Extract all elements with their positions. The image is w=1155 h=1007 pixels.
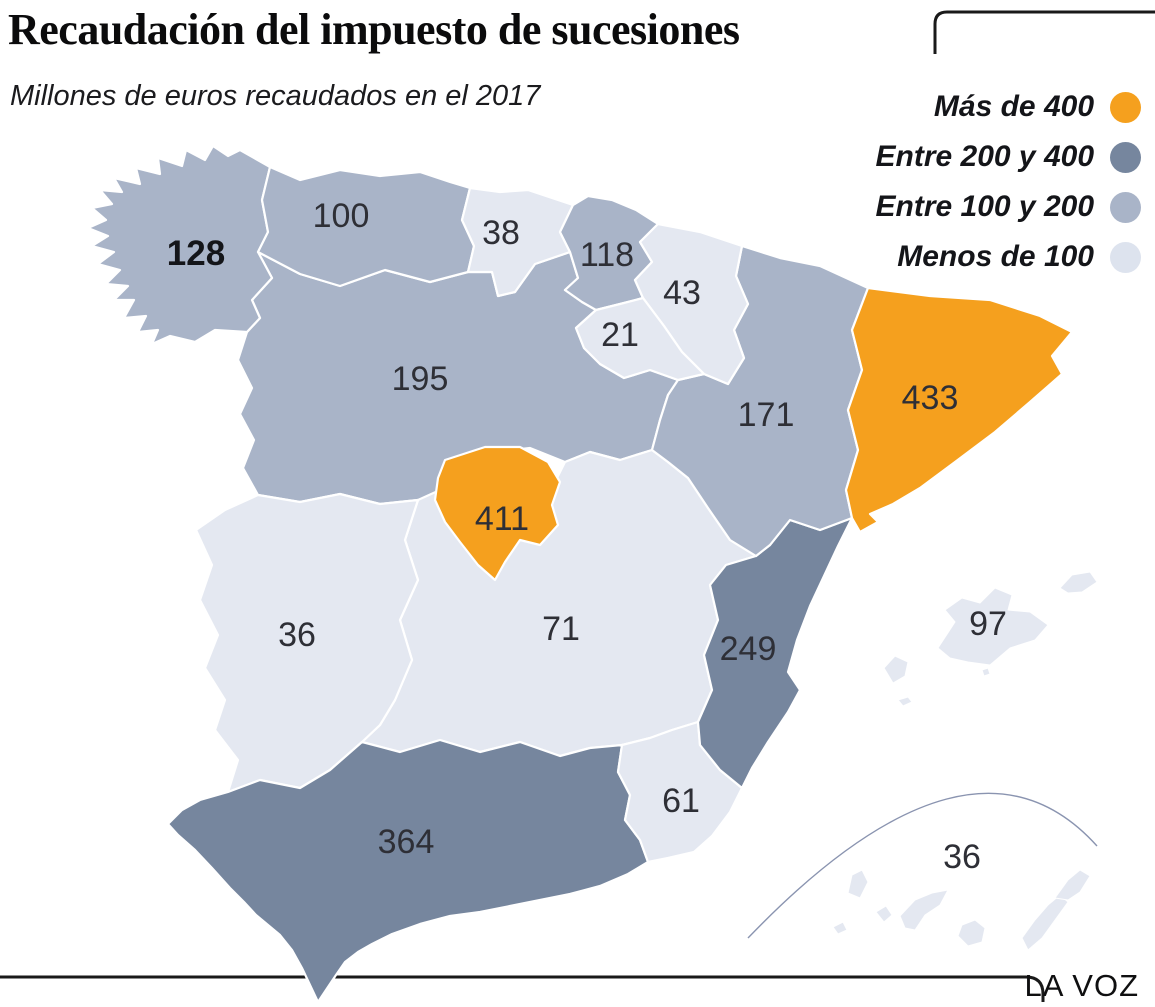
region-cantabria bbox=[460, 186, 575, 298]
legend-label: Más de 400 bbox=[933, 90, 1094, 123]
region-value-label-madrid: 411 bbox=[475, 500, 529, 538]
page-subtitle: Millones de euros recaudados en el 2017 bbox=[10, 80, 541, 112]
legend: Más de 400 Entre 200 y 400 Entre 100 y 2… bbox=[876, 82, 1141, 282]
region-la-rioja bbox=[574, 296, 706, 382]
region-value-label-galicia: 128 bbox=[167, 234, 225, 273]
region-andalucia bbox=[166, 738, 650, 1004]
region-value-label-pais-vasco: 118 bbox=[580, 236, 634, 274]
region-value-label-canarias: 36 bbox=[943, 838, 981, 876]
region-navarra bbox=[633, 222, 750, 386]
island-ibiza bbox=[883, 655, 909, 684]
legend-swatch-light bbox=[1110, 241, 1141, 273]
legend-swatch-orange bbox=[1110, 91, 1141, 123]
island-el-hierro bbox=[832, 921, 848, 935]
island-gran-canaria bbox=[957, 919, 986, 947]
legend-swatch-mid bbox=[1110, 191, 1141, 223]
legend-item-menos-de-100: Menos de 100 bbox=[876, 232, 1141, 282]
legend-item-mas-de-400: Más de 400 bbox=[876, 82, 1141, 132]
island-formentera bbox=[897, 696, 913, 707]
region-value-label-aragon: 171 bbox=[738, 396, 795, 434]
region-value-label-extremadura: 36 bbox=[278, 616, 316, 654]
region-cataluna bbox=[844, 286, 1074, 534]
island-tenerife bbox=[899, 889, 949, 931]
source-credit: LA VOZ bbox=[1024, 968, 1139, 1003]
frame-top-bracket bbox=[933, 10, 1155, 54]
island-lanzarote bbox=[1054, 869, 1091, 901]
region-value-label-andalucia: 364 bbox=[378, 823, 435, 861]
region-value-label-asturias: 100 bbox=[313, 197, 370, 235]
region-value-label-castilla-la-mancha: 71 bbox=[542, 610, 580, 648]
region-value-label-valencia: 249 bbox=[720, 630, 777, 668]
legend-label: Menos de 100 bbox=[897, 240, 1094, 273]
region-value-label-baleares: 97 bbox=[969, 605, 1007, 643]
legend-label: Entre 100 y 200 bbox=[875, 190, 1094, 223]
island-cabrera bbox=[981, 667, 991, 677]
frame-bottom-rule bbox=[0, 975, 1045, 1002]
region-galicia bbox=[86, 144, 274, 346]
legend-item-entre-100-200: Entre 100 y 200 bbox=[876, 182, 1141, 232]
island-menorca bbox=[1059, 571, 1098, 594]
region-canarias bbox=[747, 792, 1098, 951]
island-la-gomera bbox=[875, 905, 893, 923]
legend-swatch-dark bbox=[1110, 141, 1141, 173]
region-value-label-navarra: 43 bbox=[663, 274, 701, 312]
island-mallorca bbox=[937, 587, 1049, 666]
region-value-label-cantabria: 38 bbox=[482, 214, 520, 252]
region-value-label-murcia: 61 bbox=[662, 782, 700, 820]
legend-label: Entre 200 y 400 bbox=[875, 140, 1094, 173]
region-value-label-castilla-y-leon: 195 bbox=[392, 360, 449, 398]
region-value-label-la-rioja: 21 bbox=[601, 316, 639, 354]
page-title: Recaudación del impuesto de sucesiones bbox=[8, 5, 740, 54]
region-baleares bbox=[883, 571, 1098, 707]
island-fuerteventura bbox=[1021, 894, 1069, 951]
canarias-inset-arc bbox=[747, 792, 1098, 939]
region-value-label-cataluna: 433 bbox=[902, 379, 959, 417]
region-madrid bbox=[433, 445, 562, 582]
legend-item-entre-200-400: Entre 200 y 400 bbox=[876, 132, 1141, 182]
island-la-palma bbox=[847, 869, 869, 899]
